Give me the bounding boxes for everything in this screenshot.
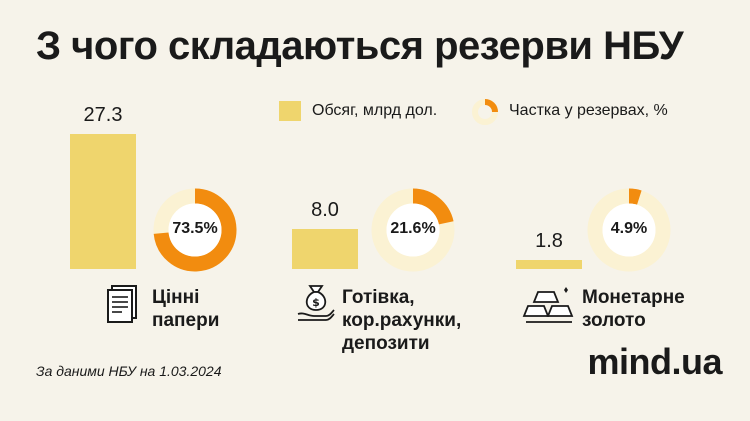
bar-value-securities: 27.3 (83, 104, 123, 126)
legend-volume-label: Обсяг, млрд дол. (312, 102, 438, 119)
legend-share-label: Частка у резервах, % (509, 102, 668, 119)
share-label-cash: 21.6% (390, 220, 436, 237)
donut-slice-securities (153, 188, 237, 272)
donut-securities (153, 188, 237, 272)
document-icon (107, 285, 137, 323)
category-label-cash: Готівка, кор.рахунки, депозити (342, 287, 462, 354)
donut-slice-cash (412, 188, 454, 225)
donut-cash (371, 188, 455, 272)
chart-title: З чого складаються резерви НБУ (36, 24, 684, 68)
donut-slice-gold (628, 188, 642, 205)
bar-securities (70, 134, 136, 269)
legend-donut-swatch (472, 99, 498, 125)
bar-gold (516, 260, 582, 269)
svg-text:$: $ (312, 296, 320, 309)
brand-logo: mind.ua (587, 341, 722, 382)
category-label-securities: Цінні папери (152, 287, 220, 331)
gold-bars-icon (522, 287, 574, 323)
share-label-securities: 73.5% (172, 220, 218, 237)
legend-bar-swatch (279, 101, 301, 121)
money-bag-hand-icon: $ (297, 285, 335, 321)
bar-value-gold: 1.8 (535, 230, 563, 253)
donut-gold (587, 188, 671, 272)
category-label-gold: Монетарне золото (582, 287, 685, 331)
source-note: За даними НБУ на 1.03.2024 (36, 363, 222, 379)
share-label-gold: 4.9% (610, 220, 648, 237)
bar-value-cash: 8.0 (311, 199, 339, 222)
bar-cash (292, 229, 358, 269)
